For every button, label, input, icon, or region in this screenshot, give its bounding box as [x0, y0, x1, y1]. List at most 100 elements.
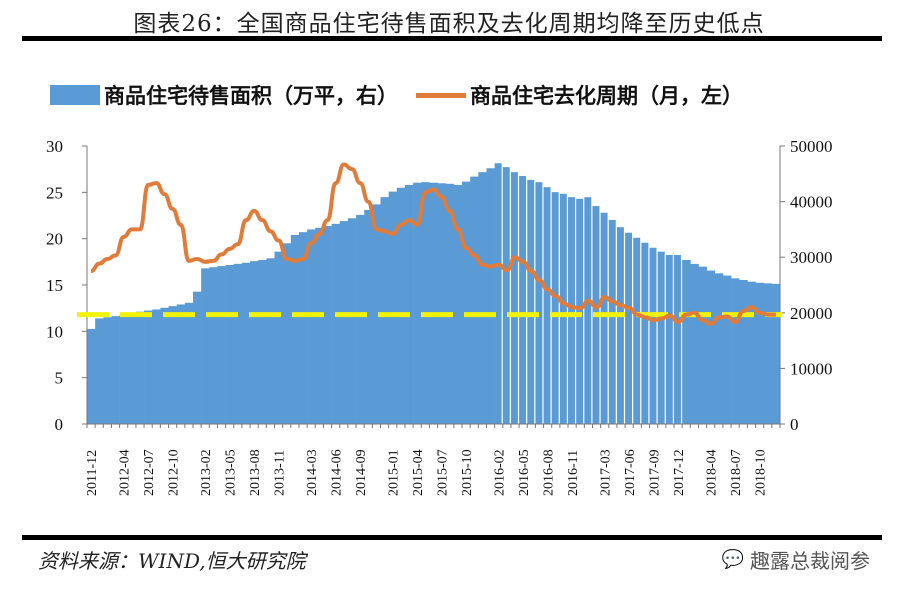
legend-bar-label: 商品住宅待售面积（万平，右） [104, 83, 398, 108]
bar [380, 197, 389, 424]
legend-bar-swatch [50, 85, 100, 105]
bar [674, 254, 681, 424]
bar [209, 267, 218, 424]
legend: 商品住宅待售面积（万平，右） 商品住宅去化周期（月，左） [50, 80, 743, 110]
x-tick-label: 2018-07 [729, 449, 744, 496]
bar [111, 316, 120, 424]
watermark: 💬 趣露总裁阅参 [722, 545, 870, 574]
chart-title: 图表26：全国商品住宅待售面积及去化周期均降至历史低点 [133, 11, 765, 37]
bar [633, 237, 641, 424]
wechat-icon: 💬 [721, 549, 744, 570]
bar [706, 270, 716, 424]
footer-rule [22, 535, 882, 540]
x-tick-label: 2017-09 [648, 449, 663, 496]
bar [372, 204, 381, 424]
x-tick-label: 2013-08 [248, 449, 263, 496]
bar [364, 209, 373, 424]
x-tick-label: 2013-11 [273, 450, 288, 496]
x-tick-label: 2013-05 [224, 449, 239, 496]
bar [535, 182, 543, 424]
bar [388, 191, 398, 424]
bar [266, 258, 275, 424]
bar [470, 176, 479, 424]
legend-line-label: 商品住宅去化周期（月，左） [470, 83, 743, 108]
x-tick-label: 2014-06 [330, 449, 345, 496]
line-series [90, 162, 776, 326]
bar [641, 242, 649, 424]
bar [616, 227, 624, 424]
bar [290, 234, 300, 424]
bar [755, 282, 764, 424]
x-tick-label: 2018-04 [705, 449, 720, 496]
legend-line-swatch [416, 92, 466, 98]
bar [201, 268, 210, 424]
bar [152, 309, 161, 424]
bar [274, 251, 283, 424]
x-tick-label: 2016-11 [566, 450, 581, 496]
bar [657, 251, 665, 424]
bar [404, 184, 414, 424]
bar [453, 184, 463, 424]
bar [445, 183, 455, 424]
bar [494, 163, 502, 424]
right-tick-label: 20000 [790, 304, 833, 323]
bar [682, 259, 691, 424]
bar [584, 197, 592, 424]
bar [698, 266, 707, 424]
bar [323, 226, 332, 424]
bar [347, 218, 357, 424]
bar [608, 219, 616, 424]
bar [576, 198, 584, 424]
bar [339, 221, 349, 424]
bar [714, 273, 724, 424]
right-tick-label: 10000 [790, 359, 833, 378]
bar [519, 176, 527, 424]
x-tick-label: 2017-06 [623, 449, 638, 496]
bar [307, 229, 316, 424]
watermark-text: 趣露总裁阅参 [750, 549, 870, 573]
bar [168, 306, 177, 424]
bar [315, 227, 324, 424]
bar [421, 182, 430, 424]
right-tick-label: 40000 [790, 193, 833, 212]
bar [690, 263, 699, 424]
bar [233, 263, 243, 424]
bar [356, 214, 365, 424]
x-tick-label: 2016-08 [542, 449, 557, 496]
bar [568, 197, 575, 424]
right-tick-label: 0 [790, 415, 799, 434]
bar [486, 168, 495, 424]
left-tick-label: 30 [46, 137, 63, 156]
bar [119, 315, 129, 424]
bar [160, 307, 169, 424]
bar [478, 172, 487, 424]
bar [649, 247, 657, 424]
bar [87, 328, 96, 424]
source-note: 资料来源：WIND,恒大研究院 [38, 549, 306, 573]
left-tick-label: 15 [46, 276, 63, 295]
bar [429, 182, 438, 424]
bar [600, 212, 608, 424]
x-tick-label: 2011-12 [85, 450, 100, 496]
x-tick-label: 2016-02 [493, 449, 508, 496]
bar [331, 223, 341, 424]
bar [103, 317, 112, 424]
x-tick-label: 2016-05 [517, 449, 532, 496]
x-tick-label: 2017-03 [599, 449, 614, 496]
bar [437, 183, 447, 424]
bar [551, 192, 559, 424]
bar [258, 259, 267, 424]
bar [144, 310, 153, 424]
left-tick-label: 5 [55, 369, 64, 388]
x-tick-label: 2015-01 [387, 449, 402, 496]
title-rule [22, 36, 882, 41]
bar [127, 313, 137, 424]
x-tick-label: 2014-03 [305, 449, 320, 496]
bar [722, 275, 732, 424]
bar [502, 167, 510, 425]
bar [731, 278, 740, 424]
bar [282, 243, 292, 424]
bar [225, 264, 235, 424]
bar [543, 187, 551, 424]
bar [413, 182, 422, 424]
